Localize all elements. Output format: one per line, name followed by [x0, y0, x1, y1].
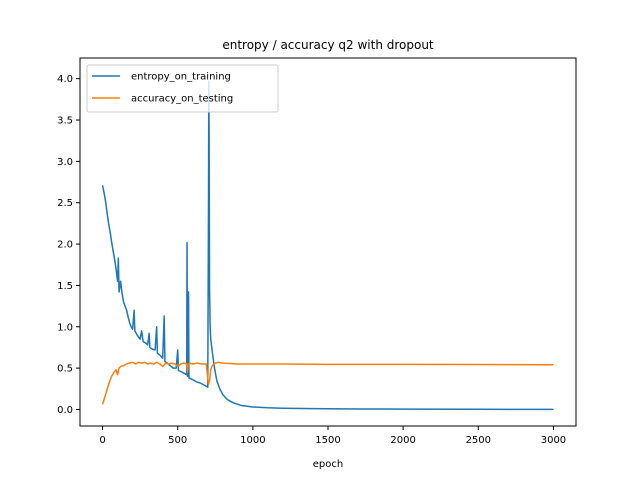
legend-label: accuracy_on_testing [131, 94, 233, 105]
x-tick-label: 2500 [466, 435, 491, 446]
legend-label: entropy_on_training [131, 72, 231, 83]
y-tick-label: 3.0 [57, 157, 73, 168]
y-tick-label: 2.0 [57, 240, 73, 251]
series-line-accuracy-on-testing [101, 361, 554, 405]
legend: entropy_on_training accuracy_on_testing [86, 64, 279, 113]
x-axis: 0 500 1000 1500 2000 2500 3000 [99, 426, 566, 446]
x-tick-label: 500 [168, 435, 187, 446]
x-tick-label: 1500 [315, 435, 340, 446]
series-layer [101, 80, 554, 411]
x-axis-label: epoch [313, 459, 343, 470]
legend-box [86, 64, 279, 113]
x-tick-label: 2000 [390, 435, 415, 446]
plot-area [79, 57, 577, 427]
y-tick-label: 0.5 [57, 364, 73, 375]
y-tick-label: 4.0 [57, 74, 73, 85]
y-tick-label: 3.5 [57, 116, 73, 127]
y-tick-label: 1.5 [57, 281, 73, 292]
x-tick-label: 0 [99, 435, 105, 446]
x-tick-label: 3000 [541, 435, 566, 446]
y-tick-label: 1.0 [57, 322, 73, 333]
x-tick-label: 1000 [240, 435, 265, 446]
axes-frame [79, 57, 577, 427]
y-axis: 0.0 0.5 1.0 1.5 2.0 2.5 3.0 3.5 4.0 [57, 74, 80, 416]
chart-title: entropy / accuracy q2 with dropout [222, 38, 434, 52]
y-tick-label: 2.5 [57, 198, 73, 209]
y-tick-label: 0.0 [57, 405, 73, 416]
